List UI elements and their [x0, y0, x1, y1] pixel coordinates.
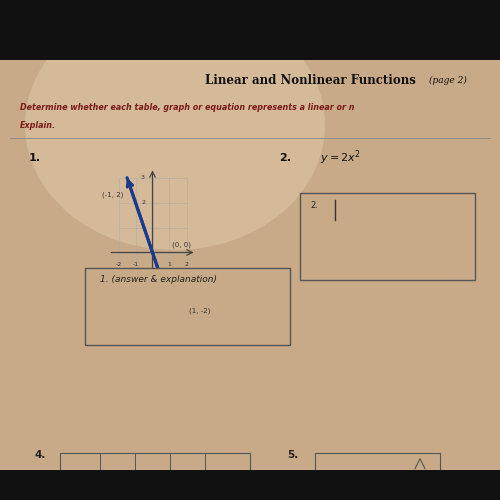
- Text: 1. (answer & explanation): 1. (answer & explanation): [100, 276, 217, 284]
- Bar: [315, 452, 440, 475]
- Bar: [0, 470, 500, 500]
- Text: -2: -2: [139, 300, 145, 305]
- Text: 2.: 2.: [310, 200, 318, 209]
- Text: Determine whether each table, graph or equation represents a linear or n: Determine whether each table, graph or e…: [20, 103, 354, 112]
- Bar: [0, 0, 500, 60]
- Text: 2.: 2.: [279, 152, 291, 162]
- Bar: [60, 452, 250, 475]
- Text: 1.: 1.: [29, 152, 41, 162]
- Text: -1: -1: [132, 262, 138, 268]
- Bar: [0, 60, 500, 470]
- Text: 5.: 5.: [287, 450, 298, 460]
- Text: 1: 1: [168, 262, 172, 268]
- Text: 2: 2: [141, 200, 145, 205]
- Ellipse shape: [25, 0, 325, 250]
- Text: 3: 3: [141, 175, 145, 180]
- Text: (0, 0): (0, 0): [172, 241, 192, 248]
- Text: 1: 1: [141, 225, 145, 230]
- Bar: [85, 268, 290, 345]
- Text: 2: 2: [184, 262, 188, 268]
- Bar: [300, 192, 475, 280]
- Text: $y = 2x^2$: $y = 2x^2$: [320, 148, 360, 167]
- Text: 4.: 4.: [34, 450, 46, 460]
- Text: -2: -2: [116, 262, 121, 268]
- Text: (-1, 2): (-1, 2): [102, 191, 124, 198]
- Text: (1, -2): (1, -2): [190, 308, 211, 314]
- Text: -1: -1: [139, 275, 145, 280]
- Text: Linear and Nonlinear Functions: Linear and Nonlinear Functions: [204, 74, 416, 86]
- Text: (page 2): (page 2): [428, 76, 467, 84]
- Text: Explain.: Explain.: [20, 120, 56, 130]
